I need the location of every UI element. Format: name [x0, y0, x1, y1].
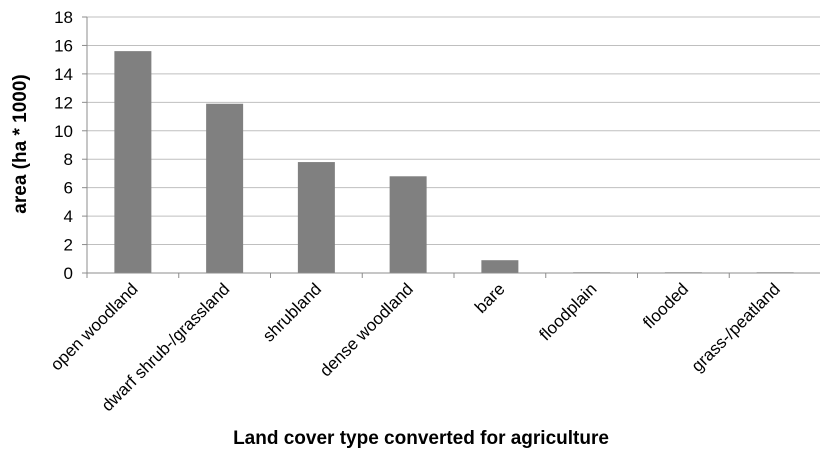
y-tick-label-0: 0	[64, 264, 73, 283]
y-tick-label-14: 14	[54, 65, 73, 84]
bar-2	[206, 103, 244, 273]
x-tick-label-8: grass-/peatland	[688, 279, 784, 375]
y-tick-label-18: 18	[54, 8, 73, 27]
y-tick-label-10: 10	[54, 122, 73, 141]
y-tick-label-12: 12	[54, 93, 73, 112]
y-tick-labels: 0 2 4 6 8 10 12 14 16 18	[54, 8, 73, 283]
x-tick-label-6: floodplain	[536, 279, 601, 344]
bar-1	[114, 51, 152, 274]
y-tick-label-8: 8	[64, 150, 73, 169]
y-tick-label-2: 2	[64, 236, 73, 255]
y-tick-label-16: 16	[54, 36, 73, 55]
x-tick-label-3: shrubland	[259, 279, 325, 345]
axes	[82, 16, 820, 278]
bar-5	[481, 260, 519, 273]
bar-4	[389, 176, 427, 273]
x-tick-label-5: bare	[471, 279, 508, 316]
bars	[114, 51, 794, 274]
x-tick-label-1: open woodland	[47, 279, 142, 374]
x-axis-title: Land cover type converted for agricultur…	[233, 428, 609, 449]
y-tick-label-4: 4	[64, 207, 73, 226]
x-tick-label-4: dense woodland	[316, 279, 417, 380]
bar-3	[297, 162, 335, 273]
gridlines	[87, 16, 820, 246]
y-axis-title: area (ha * 1000)	[10, 74, 31, 213]
x-tick-label-7: flooded	[639, 279, 692, 332]
y-tick-label-6: 6	[64, 179, 73, 198]
